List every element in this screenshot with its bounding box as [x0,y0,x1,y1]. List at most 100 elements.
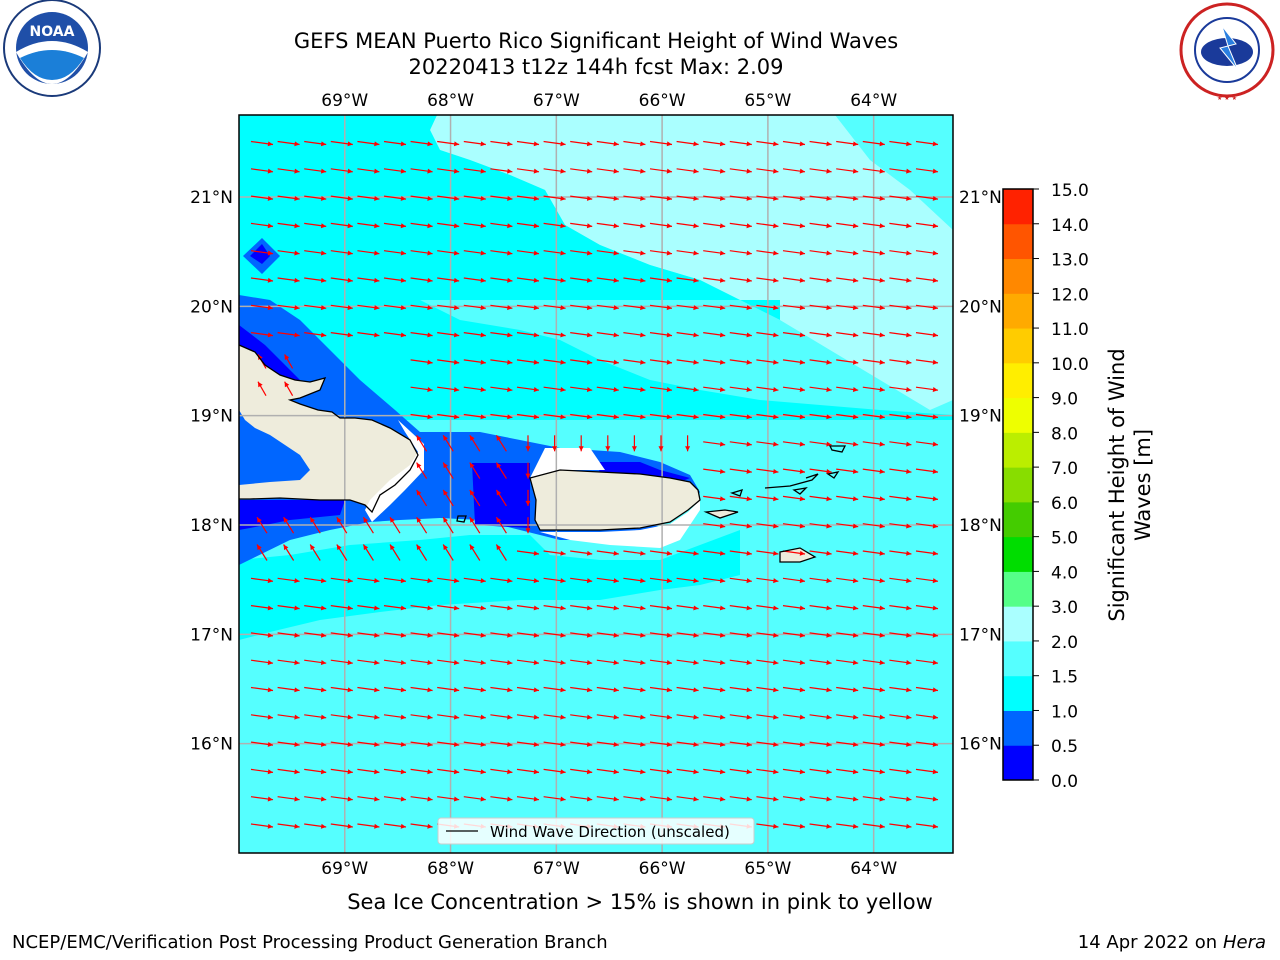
direction-arrow [277,659,300,666]
direction-arrow-head [427,414,433,420]
direction-arrow-head [533,660,539,666]
direction-arrow [495,544,507,561]
direction-arrow [543,222,566,229]
direction-arrow-head [693,687,699,693]
direction-arrow-head [852,605,859,611]
direction-arrow [649,332,673,338]
direction-arrow-head [666,250,672,256]
direction-arrow-head [267,168,273,174]
direction-arrow [836,768,859,775]
direction-arrow-head [443,489,448,496]
direction-arrow-head [640,632,646,638]
direction-arrow [516,359,540,365]
direction-arrow [862,250,885,256]
direction-arrow-head [773,550,779,556]
direction-arrow [437,332,460,338]
direction-arrow-head [852,414,859,420]
direction-arrow [915,577,939,584]
direction-arrow [570,168,593,174]
direction-arrow [782,605,806,611]
direction-arrow [782,277,806,283]
direction-arrow-head [773,496,779,502]
direction-arrow-head [374,305,380,311]
direction-arrow [729,686,752,693]
direction-arrow [676,195,699,201]
direction-arrow-head [400,714,406,720]
direction-arrow-head [826,823,832,829]
direction-arrow [809,413,832,420]
direction-arrow [596,714,619,720]
direction-arrow-head [932,496,938,502]
direction-arrow [809,441,832,447]
direction-arrow [756,332,779,338]
direction-arrow-head [826,605,832,611]
direction-arrow [304,741,327,747]
direction-arrow [330,823,353,829]
direction-arrow [676,413,699,420]
direction-arrow-head [852,741,859,747]
y-tick-label-right: 20°N [959,297,1002,317]
direction-arrow [836,140,859,147]
direction-arrow-head [826,250,832,256]
direction-arrow [889,659,912,666]
direction-arrow [862,277,885,283]
direction-arrow [862,359,885,365]
direction-arrow-head [746,632,752,638]
direction-arrow [463,277,486,283]
direction-arrow-head [826,305,832,311]
direction-arrow-head [852,496,859,502]
direction-arrow [756,359,779,365]
direction-arrow [862,468,885,474]
direction-arrow [362,516,374,534]
direction-arrow [570,413,593,420]
direction-arrow [809,741,832,747]
direction-arrow [516,741,540,747]
direction-arrow [836,523,859,529]
direction-arrow [596,332,619,338]
direction-arrow [516,140,540,147]
direction-arrow [304,222,327,229]
direction-arrow-head [773,168,779,174]
direction-arrow-head [852,769,859,775]
direction-arrow-head [746,441,752,447]
direction-arrow-head [906,195,912,201]
direction-arrow-head [507,332,513,338]
direction-arrow-head [799,468,805,474]
direction-arrow [330,714,353,720]
direction-arrow-head [932,769,938,775]
direction-arrow [383,140,407,147]
direction-arrow-head [480,741,486,747]
direction-arrow [809,714,832,720]
direction-arrow-head [320,277,327,283]
direction-arrow-head [879,796,885,802]
direction-arrow-head [852,632,859,638]
direction-arrow-head [294,632,300,638]
direction-arrow [330,577,353,584]
direction-arrow-head [320,195,327,201]
direction-arrow [570,605,593,611]
direction-arrow [703,413,726,420]
direction-arrow-head [693,414,699,420]
direction-arrow-head [719,250,726,256]
direction-arrow [543,686,566,693]
direction-arrow [623,714,646,720]
direction-arrow-head [852,468,859,474]
direction-arrow-head [719,168,726,174]
direction-arrow-head [640,687,646,693]
direction-arrow-head [613,578,619,584]
direction-arrow-head [852,578,859,584]
direction-arrow [389,516,401,534]
direction-arrow-head [906,550,912,556]
direction-arrow-head [320,578,327,584]
colorbar-frame [1002,188,1034,781]
direction-arrow [357,168,380,174]
direction-arrow-head [586,769,593,775]
direction-arrow [862,686,885,693]
direction-arrow-head [613,223,619,229]
colorbar-tick-label: 3.0 [1051,598,1078,618]
direction-arrow-head [879,823,885,829]
direction-arrow [596,413,619,420]
direction-arrow-head [507,660,513,666]
direction-arrow [623,359,646,365]
direction-arrow [862,550,885,556]
